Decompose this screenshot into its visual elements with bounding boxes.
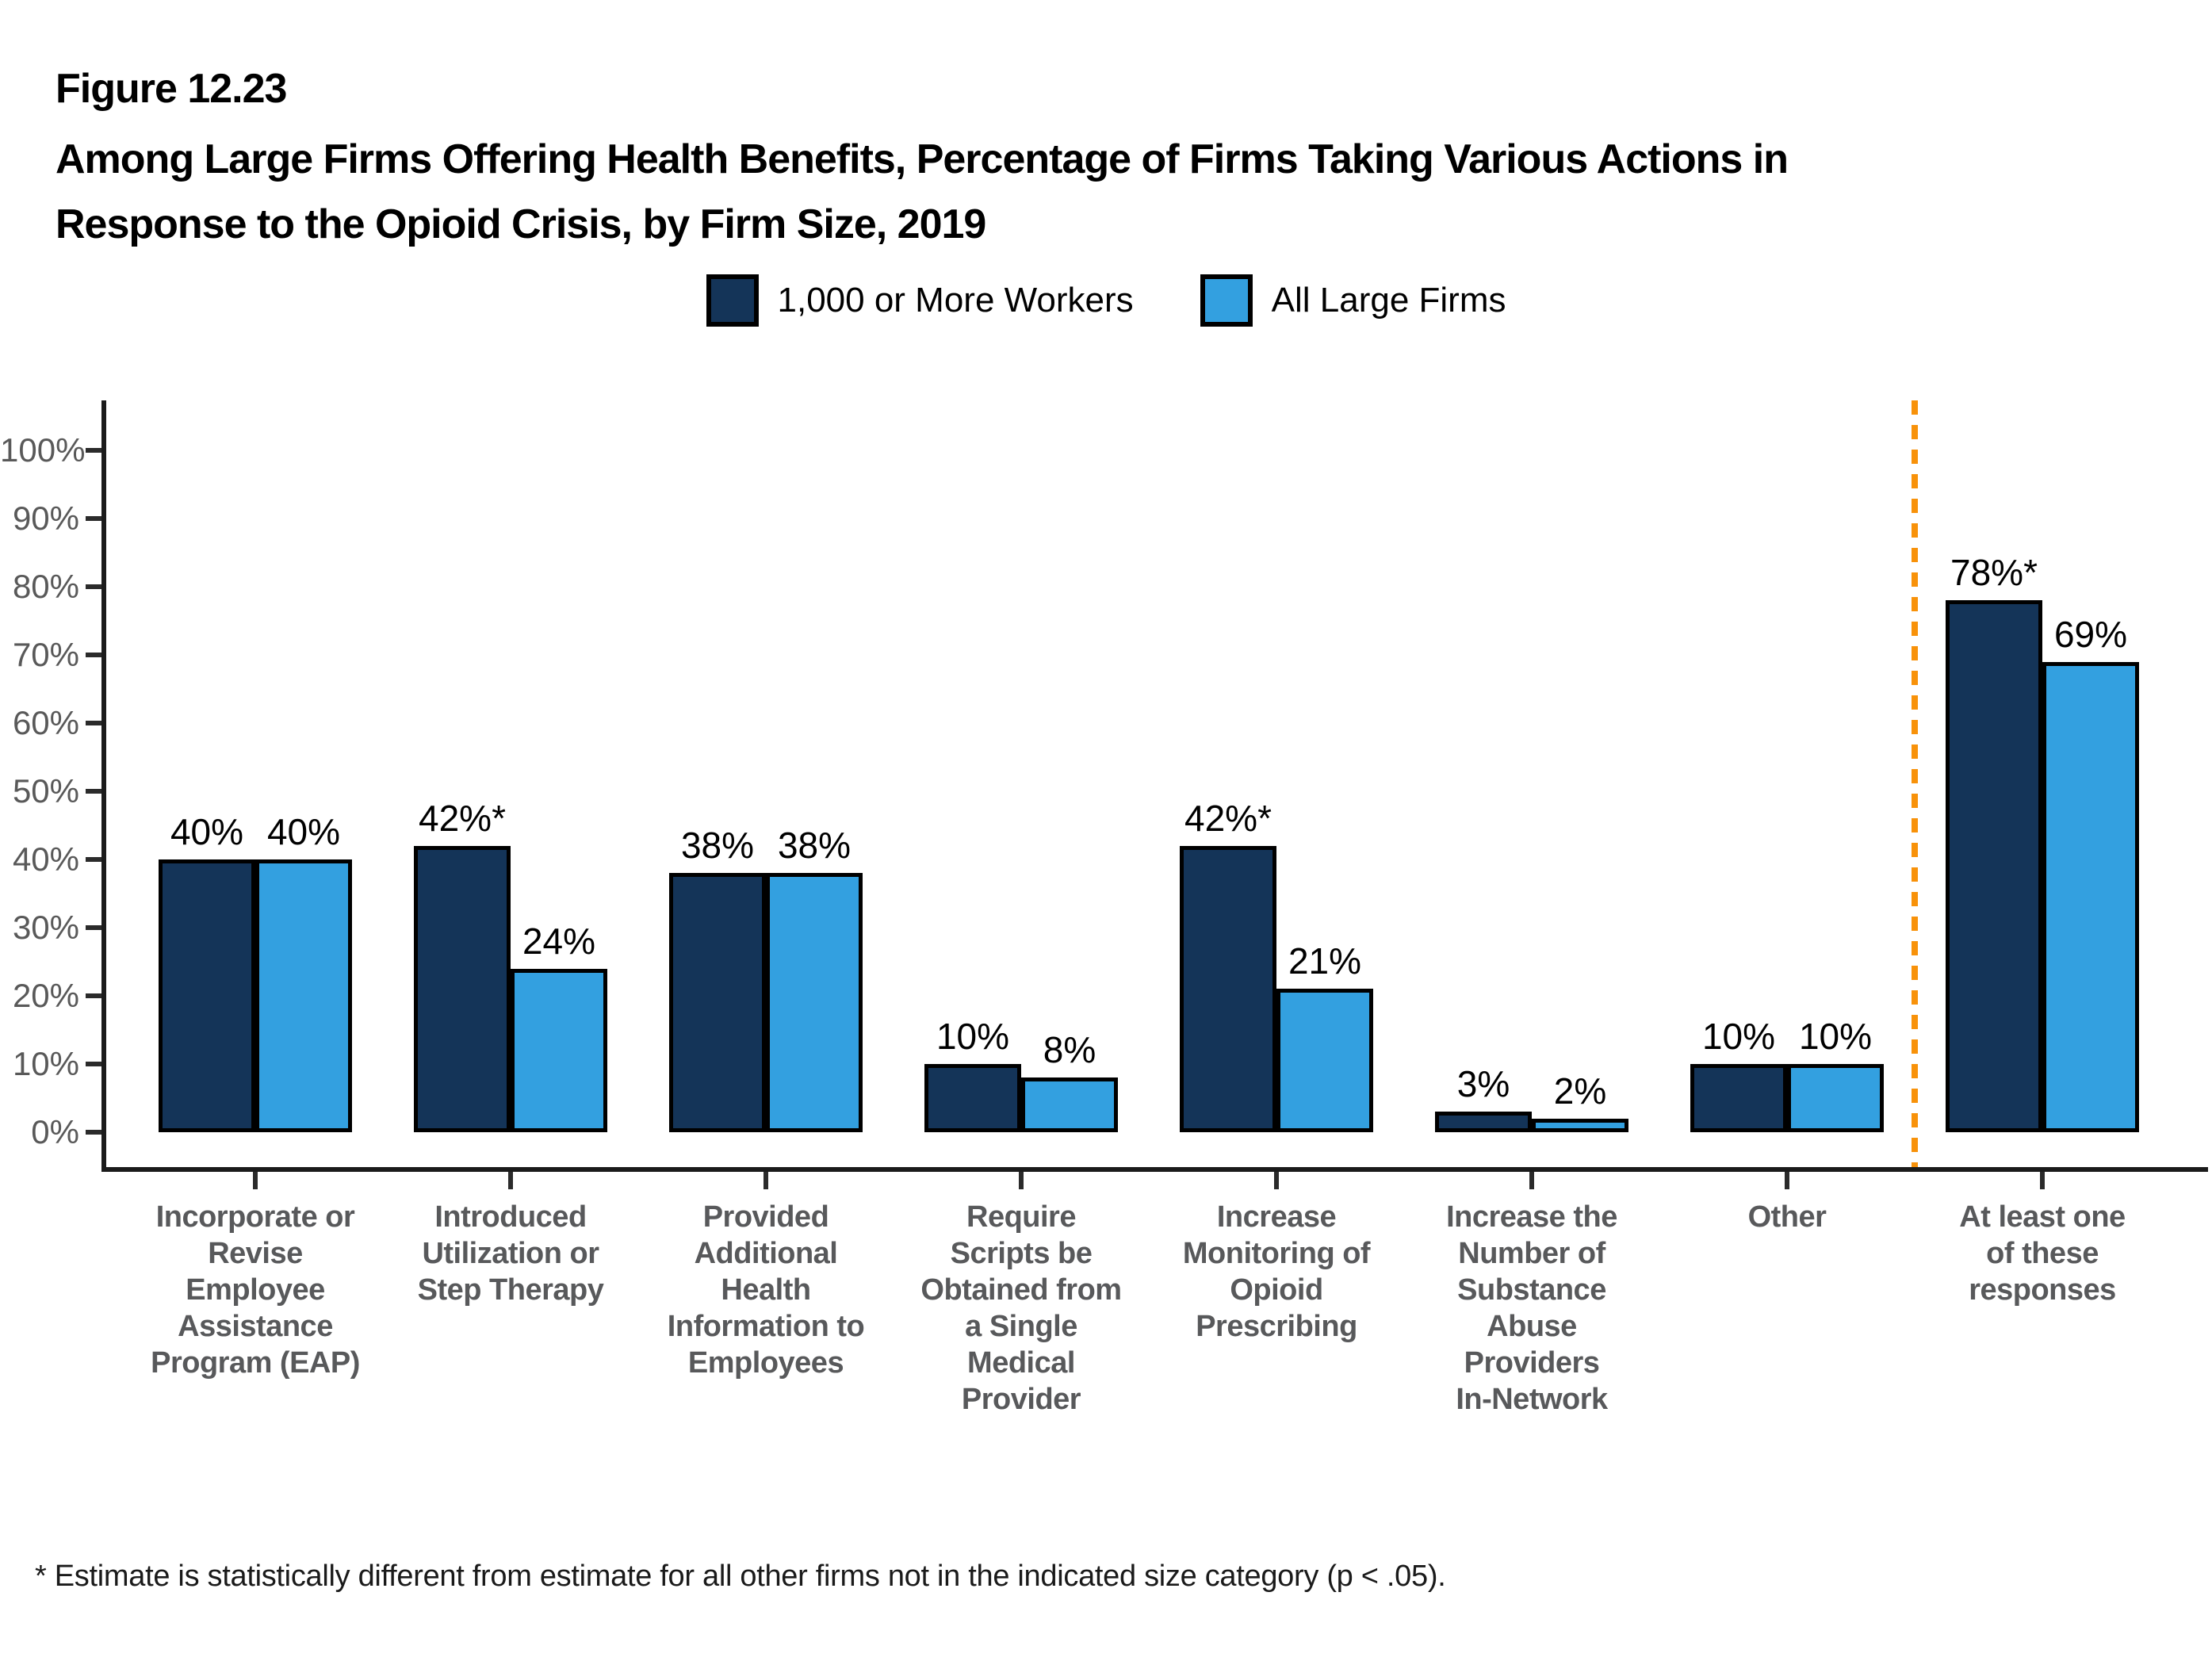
bar-all-large-3 <box>1021 1077 1118 1132</box>
bar-large-1000-2 <box>669 873 766 1132</box>
category-label: Increase the Number of Substance Abuse P… <box>1446 1200 1617 1416</box>
x-axis-tick <box>1529 1172 1534 1189</box>
y-axis-tick <box>86 857 101 862</box>
y-axis-tick <box>86 1130 101 1135</box>
bar-all-large-5 <box>1532 1118 1628 1132</box>
bar-value-label: 2% <box>1553 1070 1607 1112</box>
legend-item-0: 1,000 or More Workers <box>706 274 1134 327</box>
x-axis-tick <box>2040 1172 2045 1189</box>
bar-all-large-7 <box>2042 661 2139 1132</box>
bar-value-label: 42%* <box>419 797 506 839</box>
y-axis-tick <box>86 789 101 794</box>
category-label: Provided Additional Health Information t… <box>667 1200 865 1380</box>
y-axis-tick <box>86 653 101 657</box>
bar-value-label: 10% <box>1701 1016 1776 1057</box>
bar-value-label: 69% <box>2053 613 2128 655</box>
y-axis-tick <box>86 993 101 998</box>
category-label: Increase Monitoring of Opioid Prescribin… <box>1182 1200 1371 1343</box>
category-label: At least one of these responses <box>1959 1200 2126 1307</box>
bar-value-label: 8% <box>1043 1029 1096 1071</box>
bar-all-large-6 <box>1787 1064 1884 1132</box>
bar-all-large-1 <box>511 968 607 1132</box>
bar-value-label: 40% <box>266 811 341 852</box>
legend-swatch-icon <box>706 274 759 327</box>
y-axis-tick <box>86 925 101 930</box>
bar-value-label: 10% <box>936 1016 1010 1057</box>
x-axis-tick <box>253 1172 258 1189</box>
x-axis-tick <box>508 1172 513 1189</box>
bar-large-1000-1 <box>414 845 511 1132</box>
footnote-asterisk: * Estimate is statistically different fr… <box>35 1560 1446 1593</box>
y-axis-tick-label: 0% <box>31 1113 79 1150</box>
y-axis-tick-label: 100% <box>0 431 86 469</box>
y-axis-tick-label: 30% <box>12 909 79 946</box>
y-axis-tick-label: 10% <box>12 1045 79 1082</box>
category-label: Other <box>1747 1200 1827 1234</box>
y-axis-tick-label: 40% <box>12 840 79 878</box>
y-axis-tick <box>86 448 101 453</box>
chart-title: Among Large Firms Offering Health Benefi… <box>55 127 2164 257</box>
bar-all-large-0 <box>255 859 352 1132</box>
legend-label: 1,000 or More Workers <box>777 281 1134 320</box>
y-axis-tick-label: 90% <box>12 500 79 537</box>
summary-separator-dashed-line <box>1912 400 1918 1167</box>
bar-large-1000-4 <box>1180 845 1276 1132</box>
chart-title-line-1: Among Large Firms Offering Health Benefi… <box>55 136 1789 182</box>
bar-all-large-4 <box>1276 989 1373 1132</box>
figure-number: Figure 12.23 <box>55 66 287 112</box>
legend: 1,000 or More Workers All Large Firms <box>0 274 2212 327</box>
category-label: Require Scripts be Obtained from a Singl… <box>920 1200 1122 1416</box>
x-axis-line <box>101 1167 2208 1172</box>
y-axis-line <box>101 400 106 1172</box>
bar-large-1000-0 <box>159 859 255 1132</box>
chart-title-line-2: Response to the Opioid Crisis, by Firm S… <box>55 201 986 247</box>
legend-swatch-icon <box>1200 274 1253 327</box>
bar-large-1000-5 <box>1435 1112 1532 1132</box>
y-axis-tick-label: 70% <box>12 636 79 673</box>
y-axis-tick <box>86 516 101 521</box>
bar-value-label: 10% <box>1798 1016 1873 1057</box>
category-label: Introduced Utilization or Step Therapy <box>417 1200 604 1307</box>
y-axis-tick-label: 50% <box>12 772 79 810</box>
y-axis-tick <box>86 721 101 725</box>
y-axis-tick <box>86 1062 101 1066</box>
bar-value-label: 24% <box>522 920 596 962</box>
bar-value-label: 38% <box>680 825 755 867</box>
x-axis-tick <box>1019 1172 1024 1189</box>
x-axis-tick <box>1274 1172 1279 1189</box>
y-axis-tick-label: 60% <box>12 704 79 741</box>
bar-large-1000-3 <box>924 1064 1021 1132</box>
bar-all-large-2 <box>766 873 863 1132</box>
bar-value-label: 78%* <box>1950 552 2038 594</box>
x-axis-tick <box>1785 1172 1789 1189</box>
category-label: Incorporate or Revise Employee Assistanc… <box>151 1200 360 1380</box>
bar-large-1000-7 <box>1946 600 2042 1132</box>
y-axis-tick-label: 80% <box>12 568 79 605</box>
legend-label: All Large Firms <box>1271 281 1506 320</box>
x-axis-tick <box>763 1172 768 1189</box>
y-axis-tick <box>86 584 101 589</box>
footnotes: * Estimate is statistically different fr… <box>35 1465 2180 1665</box>
bar-value-label: 40% <box>170 811 244 852</box>
legend-item-1: All Large Firms <box>1200 274 1506 327</box>
bar-value-label: 3% <box>1456 1063 1510 1105</box>
y-axis-tick-label: 20% <box>12 977 79 1014</box>
bar-value-label: 38% <box>777 825 852 867</box>
bar-large-1000-6 <box>1690 1064 1787 1132</box>
bar-value-label: 42%* <box>1184 797 1272 839</box>
bar-value-label: 21% <box>1288 940 1362 982</box>
